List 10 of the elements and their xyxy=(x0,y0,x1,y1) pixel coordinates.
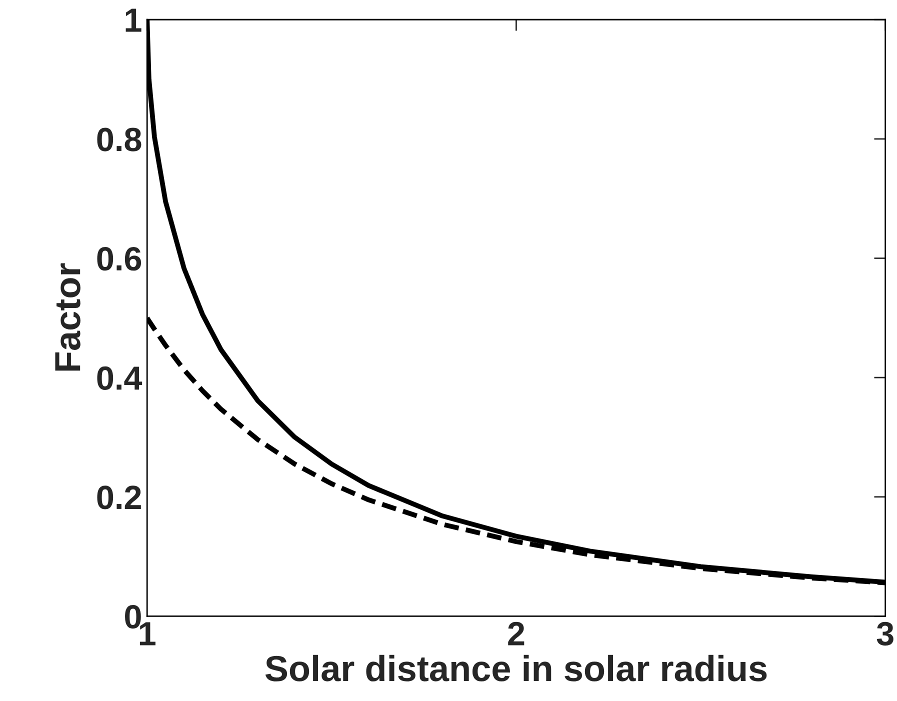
y-tick-label: 0.8 xyxy=(97,128,142,152)
x-axis-title: Solar distance in solar radius xyxy=(265,654,767,682)
y-axis-title: Factor xyxy=(55,263,80,371)
y-tick-label: 0.2 xyxy=(97,486,141,510)
y-tick-label: 0 xyxy=(125,604,141,629)
x-tick-label: 3 xyxy=(876,622,894,646)
x-tick-label: 2 xyxy=(508,622,524,646)
y-tick-label: 0.4 xyxy=(97,366,142,390)
y-tick-label: 0.6 xyxy=(97,247,142,271)
y-tick-label: 1 xyxy=(126,8,142,32)
